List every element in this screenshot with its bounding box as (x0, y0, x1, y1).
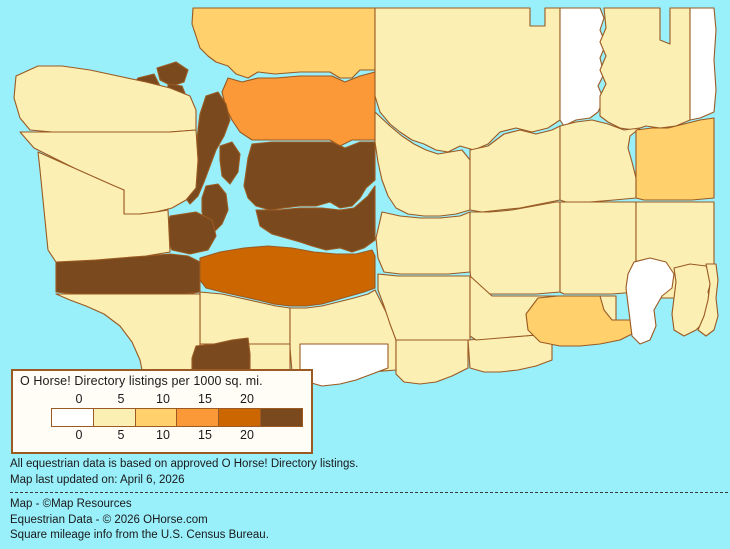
legend-tick-0: 0 (75, 392, 83, 406)
county-san-juan-a[interactable] (156, 61, 189, 87)
legend-tick-15: 15 (198, 428, 212, 442)
county-ferry[interactable] (559, 7, 607, 127)
legend-tick-15: 15 (198, 392, 212, 406)
legend-swatch-10to15[interactable] (177, 409, 220, 426)
legend-ticks-top: 0 5 10 15 20 (37, 392, 289, 407)
county-skagit[interactable] (221, 71, 376, 147)
county-adams[interactable] (559, 201, 637, 295)
legend-swatch-5to10[interactable] (135, 409, 178, 426)
county-grant[interactable] (469, 201, 561, 295)
legend-tick-0: 0 (75, 428, 83, 442)
credits-line-equestrian-copyright: Equestrian Data - © 2026 OHorse.com (10, 513, 208, 526)
county-pend-oreille[interactable] (689, 7, 717, 121)
county-island-b[interactable] (219, 141, 241, 185)
legend-tick-10: 10 (156, 392, 170, 406)
legend-swatch-20plus[interactable] (261, 409, 302, 426)
legend-swatch-0[interactable] (52, 409, 94, 426)
credits-line-census: Square mileage info from the U.S. Census… (10, 529, 269, 541)
credits-divider (10, 492, 728, 493)
county-snohomish[interactable] (243, 141, 376, 211)
county-yakima[interactable] (377, 273, 471, 341)
legend-tick-10: 10 (156, 428, 170, 442)
legend-swatch-0to5[interactable] (93, 409, 136, 426)
legend-tick-5: 5 (117, 428, 125, 442)
county-spokane[interactable] (635, 117, 715, 201)
legend-title: O Horse! Directory listings per 1000 sq.… (20, 374, 263, 388)
credits-line-map-copyright: Map - ©Map Resources (10, 498, 132, 510)
county-king[interactable] (255, 185, 376, 253)
credits-line-data-source: All equestrian data is based on approved… (10, 458, 359, 470)
county-grays-harbor[interactable] (37, 151, 171, 263)
county-asotin[interactable] (697, 263, 719, 337)
map-legend: O Horse! Directory listings per 1000 sq.… (11, 369, 313, 454)
county-kittitas[interactable] (375, 211, 471, 275)
county-clark[interactable] (299, 343, 389, 387)
county-columbia[interactable] (625, 257, 675, 345)
credits-block: All equestrian data is based on approved… (10, 457, 728, 544)
legend-color-bar (51, 408, 303, 427)
county-stevens[interactable] (599, 7, 691, 131)
county-okanogan[interactable] (374, 7, 561, 153)
county-pierce[interactable] (199, 245, 376, 307)
legend-swatch-15to20[interactable] (219, 409, 262, 426)
county-skamania[interactable] (395, 339, 469, 385)
legend-tick-20: 20 (240, 428, 254, 442)
county-lincoln[interactable] (559, 119, 641, 203)
legend-tick-20: 20 (240, 392, 254, 406)
county-walla-walla[interactable] (525, 295, 637, 347)
legend-ticks-bottom: 0 5 10 15 20 (37, 428, 289, 443)
credits-line-updated: Map last updated on: April 6, 2026 (10, 473, 185, 486)
county-mason-b[interactable] (163, 211, 217, 255)
legend-tick-5: 5 (117, 392, 125, 406)
county-whatcom[interactable] (191, 7, 376, 79)
